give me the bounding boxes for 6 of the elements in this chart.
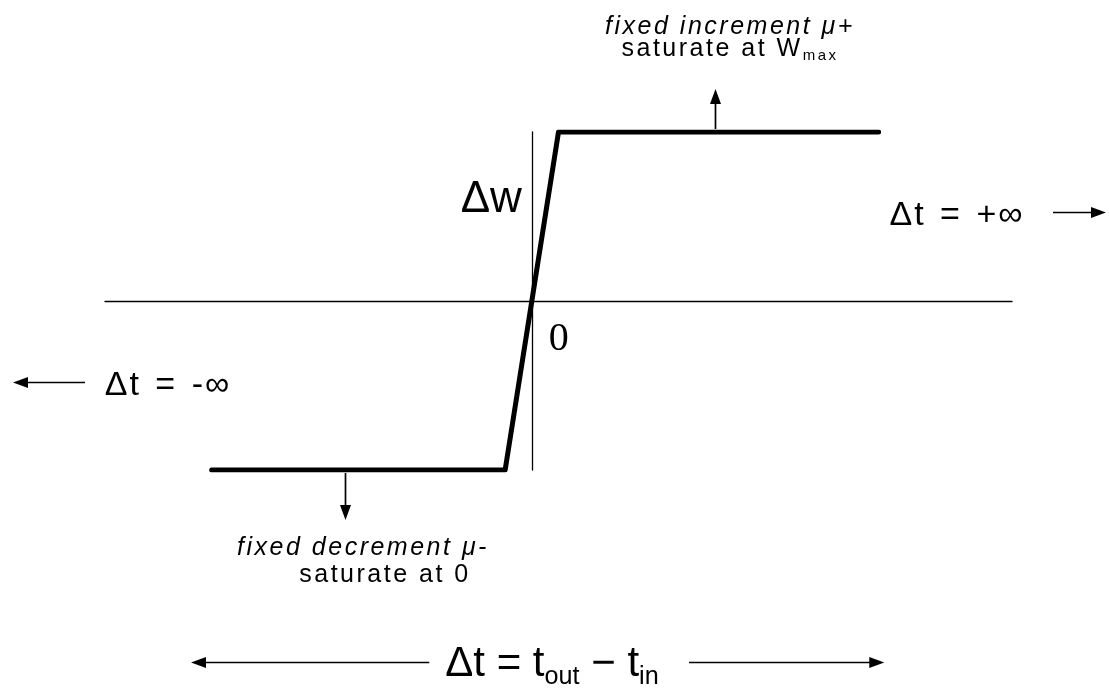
x-axis-title: Δt = t$_{out}$ − t$_{in}$	[445, 638, 659, 690]
annotation: 0	[548, 314, 569, 359]
text: fixed decrement μ-	[237, 531, 489, 560]
y-axis-title: Δw	[460, 172, 522, 221]
annotation: Δt = -∞	[104, 364, 232, 402]
annotation: Δt = +∞	[889, 194, 1025, 232]
